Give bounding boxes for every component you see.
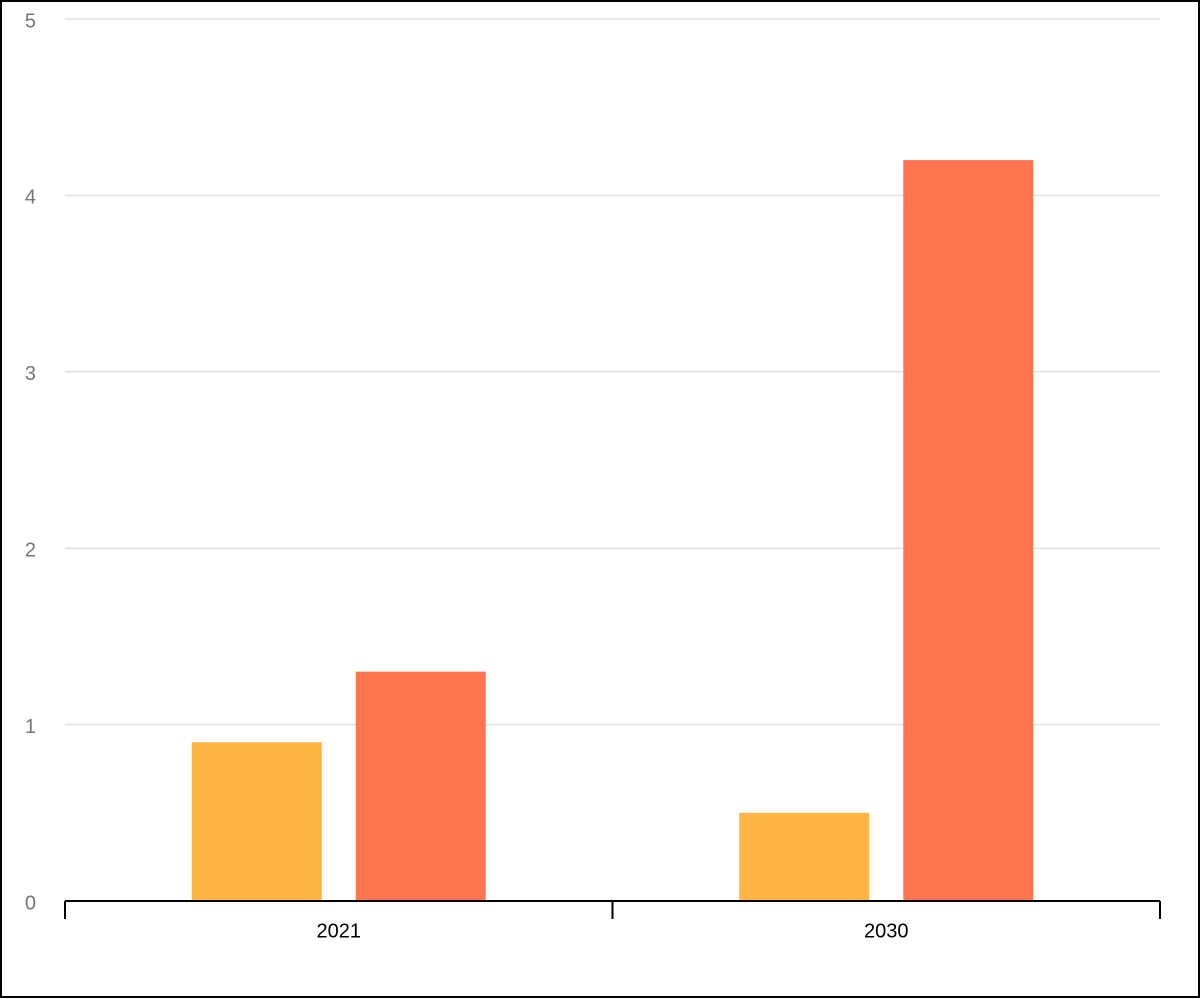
y-tick-label: 3 (25, 363, 36, 385)
y-tick-label: 1 (25, 716, 36, 738)
y-tick-label: 0 (25, 892, 36, 914)
bar (739, 812, 870, 901)
y-tick-label: 2 (25, 539, 36, 561)
x-tick-label: 2030 (864, 920, 909, 942)
y-tick-label: 4 (25, 187, 36, 209)
x-tick-label: 2021 (317, 920, 362, 942)
bar (903, 160, 1034, 901)
bar (355, 671, 486, 901)
bar (191, 742, 322, 901)
y-tick-label: 5 (25, 10, 36, 32)
